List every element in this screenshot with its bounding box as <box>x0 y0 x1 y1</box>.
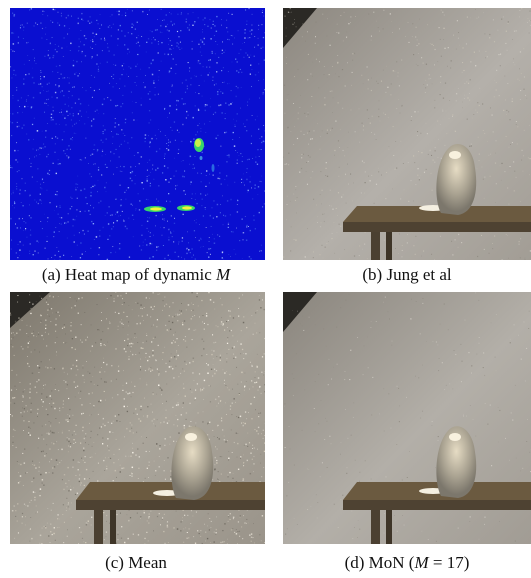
dark-corner <box>283 8 317 48</box>
glass-highlight <box>185 433 197 441</box>
glass-egg <box>436 144 477 215</box>
render-noise <box>284 292 531 542</box>
glass-highlight <box>449 151 461 159</box>
table-leg <box>371 232 380 260</box>
heatmap-hotspot-right <box>177 205 195 211</box>
table-leg <box>386 232 392 260</box>
heatmap-image <box>10 8 265 260</box>
render-image-mon <box>283 292 531 544</box>
caption-text: (b) Jung et al <box>362 265 452 284</box>
caption-d: (d) MoN (M = 17) <box>283 553 531 573</box>
table-edge <box>76 500 265 510</box>
caption-a: (a) Heat map of dynamic M <box>0 265 272 285</box>
heatmap-hotspot-glass <box>194 138 215 172</box>
heatmap-background <box>10 8 265 260</box>
render-panel-mean <box>10 292 265 544</box>
heatmap-noise <box>10 8 265 260</box>
table-edge <box>343 500 531 510</box>
table-leg <box>386 510 392 544</box>
heatmap-hotspot-left <box>144 206 166 212</box>
dark-corner <box>10 292 50 328</box>
table-leg <box>94 510 103 544</box>
table-top <box>343 206 531 222</box>
glass-egg <box>436 426 477 498</box>
caption-b: (b) Jung et al <box>283 265 531 285</box>
table-leg <box>110 510 116 544</box>
caption-variable: M <box>414 553 429 572</box>
glass-egg <box>171 426 214 500</box>
caption-text: (c) Mean <box>105 553 167 572</box>
dark-corner <box>283 292 317 332</box>
caption-text: = 17) <box>428 553 470 572</box>
render-panel-mon <box>283 292 531 544</box>
glass-highlight <box>449 433 461 441</box>
caption-text: (a) Heat map of dynamic <box>41 265 216 284</box>
heatmap-panel <box>10 8 265 260</box>
caption-text: (d) MoN ( <box>344 553 415 572</box>
table-edge <box>343 222 531 232</box>
render-panel-jung <box>283 8 531 260</box>
render-image-jung <box>283 8 531 260</box>
caption-c: (c) Mean <box>0 553 272 573</box>
table-leg <box>371 510 380 544</box>
caption-variable: M <box>216 265 231 284</box>
render-image-mean <box>10 292 265 544</box>
